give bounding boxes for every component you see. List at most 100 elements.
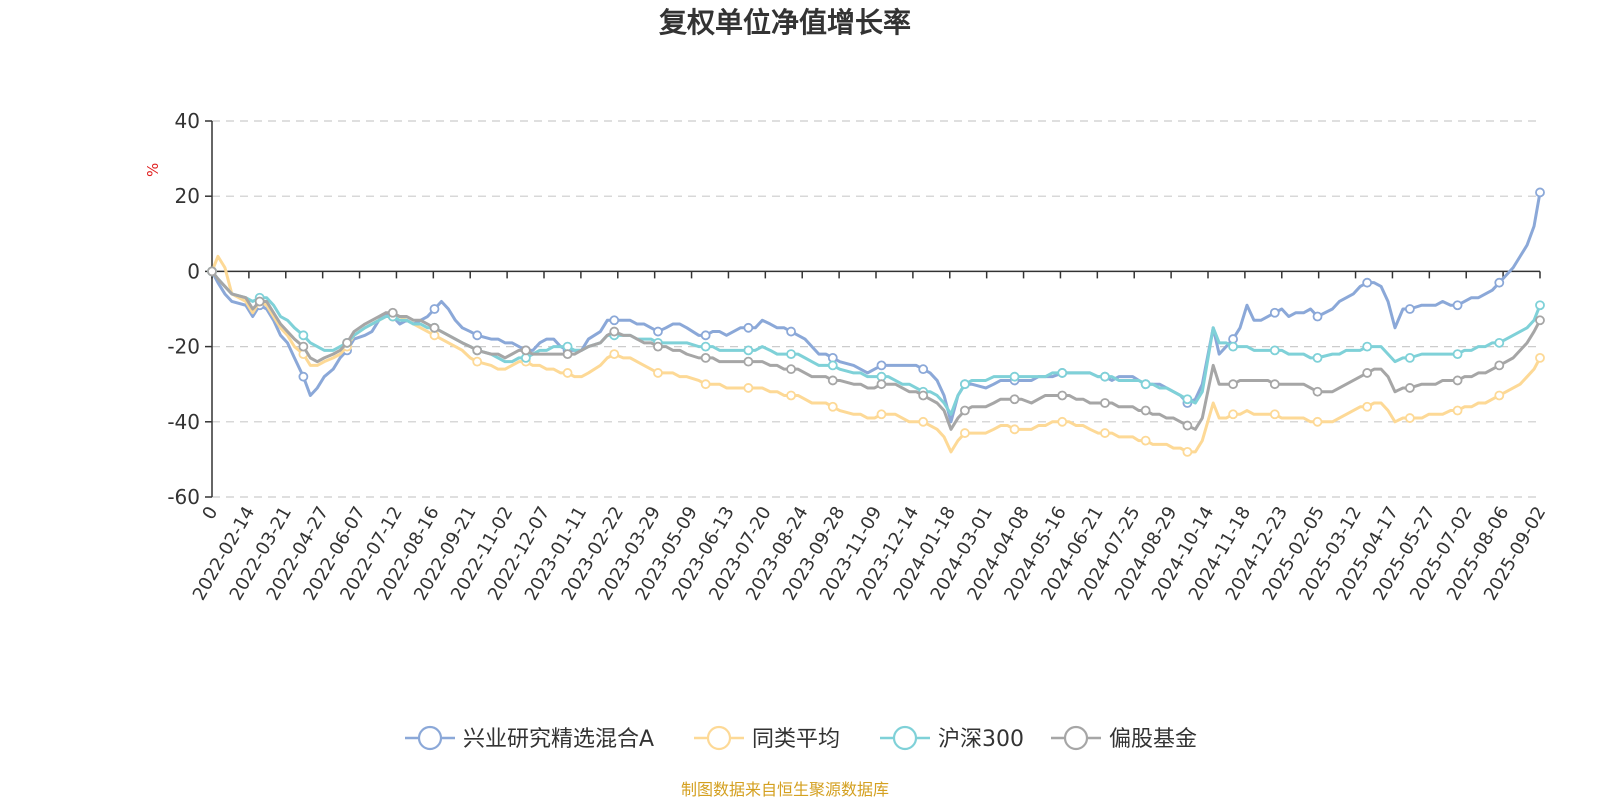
series-point [609,349,620,360]
series-point [1269,379,1280,390]
series-point [876,379,887,390]
series-point [918,390,929,401]
series-point [827,360,838,371]
series-point [1100,428,1110,438]
axis-layer: 40200-20-40-60%02022-02-142022-03-212022… [144,109,1550,604]
series-point [786,326,796,337]
series-point [1494,277,1505,288]
series-point [1312,352,1323,363]
series-point [1452,349,1463,360]
series-point [1494,337,1505,348]
series-point [1182,394,1193,405]
grid-layer [212,120,1540,498]
series-point [1362,368,1373,378]
series-3 [207,266,1545,416]
series-point [653,326,663,337]
series-point [1494,360,1505,371]
series-point [786,349,796,360]
legend-label: 偏股基金 [1109,727,1197,752]
series-point [743,383,754,393]
series-4 [207,266,1545,431]
series-point [1362,341,1373,352]
series-point [1228,341,1238,352]
series-point [1494,390,1505,401]
chart-title: 复权单位净值增长率 [658,6,911,39]
y-tick-label: 0 [187,259,200,283]
series-point [298,371,309,382]
series-point [743,356,754,367]
legend: 兴业研究精选混合A 同类平均 沪深300 偏股基金 [405,725,1197,752]
series-point [1057,368,1068,378]
series-point [609,315,620,326]
series-point [1362,277,1373,288]
series-point [918,364,929,375]
series-point [700,330,711,341]
series-point [1452,405,1463,416]
series-point [827,401,838,412]
series-point [653,341,663,352]
series-point [876,409,887,420]
series-point [743,345,754,356]
series-point [786,390,796,401]
series-point [743,322,754,333]
series-line [210,269,1542,416]
series-point [1269,409,1280,420]
series-point [520,345,531,356]
legend-marker [417,725,443,751]
series-point [1312,416,1323,427]
series-point [1404,413,1415,423]
series-point [472,345,483,356]
y-tick-label: -60 [167,485,200,509]
x-tick-label: 0 [198,503,222,523]
series-point [1182,420,1193,431]
series-point [1182,446,1193,457]
legend-item: 同类平均 [694,725,840,752]
series-point [298,341,309,352]
series-point [700,379,711,390]
series-point [1228,379,1238,390]
series-line [210,269,1542,431]
series-point [1404,352,1415,363]
legend-marker [892,725,918,751]
series-point [700,352,711,363]
series-point [1535,300,1545,311]
series-point [700,341,711,352]
series-point [1009,394,1020,405]
series-point [472,356,483,367]
series-point [562,349,573,360]
series-point [1140,379,1151,390]
series-point [653,368,663,378]
legend-item: 兴业研究精选混合A [405,725,654,752]
y-axis-unit: % [144,163,162,177]
series-point [1404,383,1415,393]
legend-marker [706,725,732,751]
legend-item: 偏股基金 [1051,725,1197,752]
series-point [298,330,309,341]
series-point [1140,405,1151,416]
series-point [1228,409,1238,420]
series-point [1312,386,1323,397]
series-point [1140,435,1151,446]
series-point [1009,371,1020,382]
series-point [1535,352,1545,363]
legend-item: 沪深300 [880,725,1024,752]
series-point [1535,315,1545,326]
series-point [387,307,398,318]
source-note: 制图数据来自恒生聚源数据库 [680,780,889,799]
series-point [1404,304,1415,314]
series-point [1535,187,1545,198]
legend-label: 沪深300 [938,727,1024,752]
series-point [207,266,217,277]
legend-marker [1063,725,1089,751]
series-point [827,375,838,386]
series-point [429,304,440,314]
series-point [429,322,440,333]
series-2 [207,254,1545,457]
series-point [609,326,620,337]
y-tick-label: 40 [175,109,200,133]
series-point [1057,390,1068,401]
series-point [960,379,970,390]
series-point [1009,424,1020,435]
